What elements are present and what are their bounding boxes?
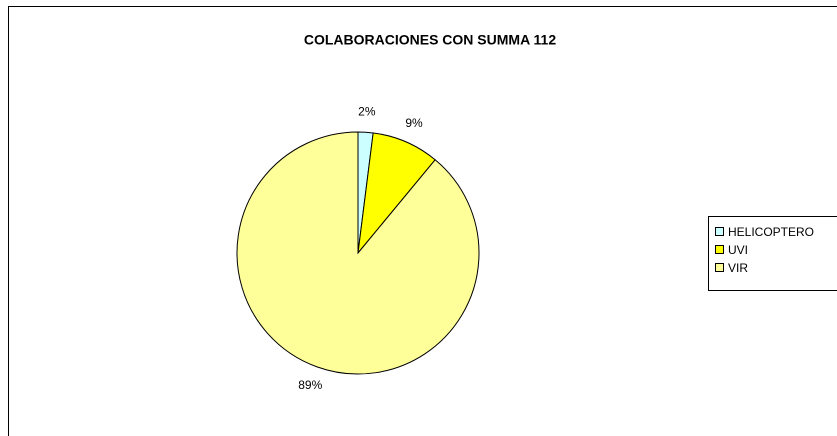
legend-swatch [715,227,724,236]
data-label: 9% [405,116,423,130]
legend-label: VIR [728,261,748,275]
data-label: 2% [358,104,376,118]
pie-slice [236,131,480,375]
legend-label: UVI [728,243,748,257]
legend-swatch [715,263,724,272]
data-label: 89% [298,378,322,392]
legend-box [708,216,837,291]
legend-swatch [715,245,724,254]
chart-title: COLABORACIONES CON SUMMA 112 [304,32,557,48]
legend-label: HELICOPTERO [728,225,814,239]
